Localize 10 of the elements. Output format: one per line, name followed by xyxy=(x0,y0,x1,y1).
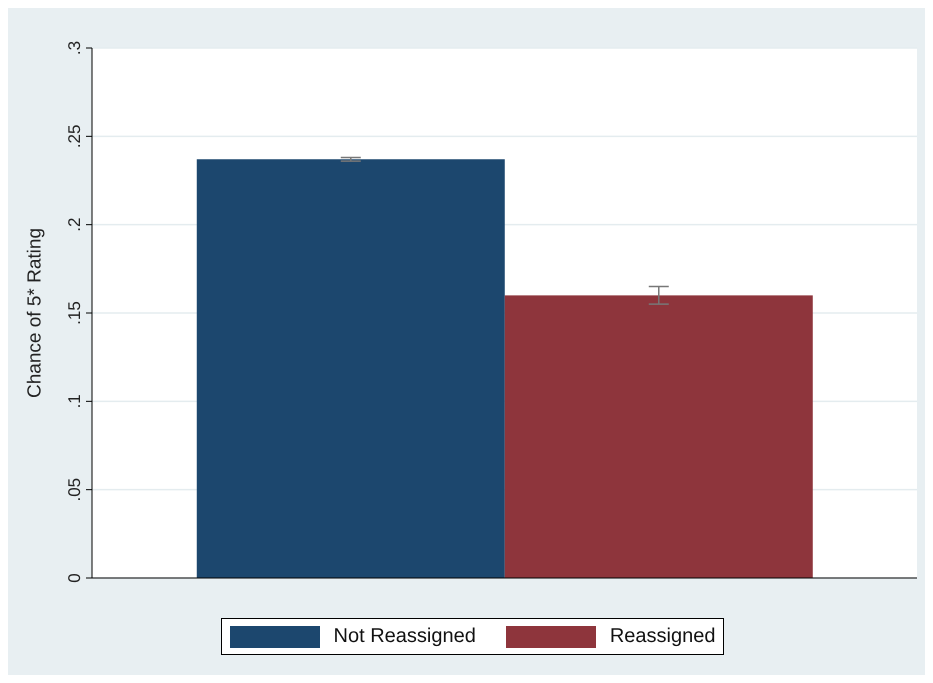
legend-label: Not Reassigned xyxy=(334,625,476,648)
y-tick-label: .1 xyxy=(65,394,84,408)
y-tick-label: 0 xyxy=(65,573,84,583)
y-tick-label: .15 xyxy=(65,301,84,325)
y-tick-label: .25 xyxy=(65,124,84,148)
y-tick-label: .05 xyxy=(65,478,84,502)
y-tick-label: .3 xyxy=(65,40,84,56)
y-axis-title: Chance of 5* Rating xyxy=(24,228,46,398)
legend-label: Reassigned xyxy=(610,625,716,648)
y-tick-label: .2 xyxy=(65,218,84,232)
